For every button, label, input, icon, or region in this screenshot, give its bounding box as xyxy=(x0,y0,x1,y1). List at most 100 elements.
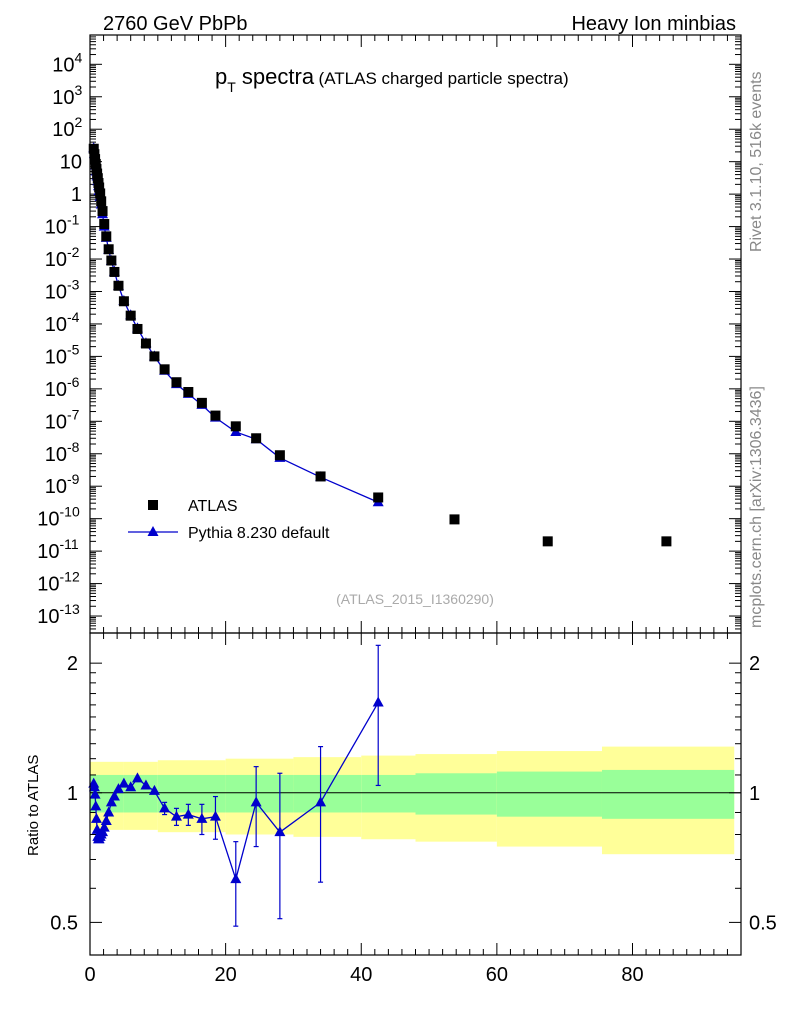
atlas-point xyxy=(542,536,553,547)
atlas-point xyxy=(661,536,672,547)
main-ytick-exponent: 4 xyxy=(75,49,83,65)
legend-atlas-marker xyxy=(148,500,158,510)
main-ytick-exponent: -3 xyxy=(67,276,80,292)
ratio-point xyxy=(125,781,137,792)
atlas-point xyxy=(230,421,241,432)
atlas-point xyxy=(109,266,120,277)
main-ytick-label: 10 xyxy=(45,476,67,498)
main-ytick-exponent: -9 xyxy=(67,471,80,487)
main-ytick-exponent: -1 xyxy=(67,212,80,228)
ratio-ytick-label-left: 1 xyxy=(67,783,78,805)
atlas-point xyxy=(183,386,194,397)
main-ytick-label: 10 xyxy=(37,574,59,596)
rivet-label: Rivet 3.1.10, 516k events xyxy=(748,71,765,252)
legend-pythia-marker xyxy=(147,526,159,536)
main-ytick-exponent: -6 xyxy=(67,374,80,390)
atlas-point xyxy=(88,143,99,154)
legend-atlas-label: ATLAS xyxy=(188,498,238,515)
ratio-axes: 0.5 0.51 12 20 20 40 60 80 xyxy=(50,633,777,986)
main-ytick-exponent: 3 xyxy=(75,82,83,98)
ratio-frame xyxy=(89,632,742,956)
main-ytick-label: 10 xyxy=(37,509,59,531)
atlas-point xyxy=(251,433,262,444)
main-ytick-exponent: -7 xyxy=(67,406,80,422)
atlas-point xyxy=(113,280,124,291)
atlas-point xyxy=(315,471,326,482)
ratio-ytick-label-left: 0.5 xyxy=(50,912,78,934)
atlas-point xyxy=(274,450,285,461)
ratio-point xyxy=(103,806,115,817)
atlas-point xyxy=(125,310,136,321)
watermark: (ATLAS_2015_I1360290) xyxy=(336,591,494,607)
ratio-point xyxy=(98,821,110,832)
main-ytick-label: 10 xyxy=(52,54,74,76)
atlas-point xyxy=(118,296,129,307)
main-ytick-exponent: -10 xyxy=(60,504,80,520)
main-ytick-exponent: -2 xyxy=(67,244,80,260)
ratio-point xyxy=(182,808,194,819)
ratio-point xyxy=(90,812,102,823)
atlas-point xyxy=(103,244,114,255)
ratio-point xyxy=(159,802,171,813)
header-right: Heavy Ion minbias xyxy=(571,13,736,35)
plot-title: pT spectra (ATLAS charged particle spect… xyxy=(215,64,569,95)
ratio-point xyxy=(131,772,143,783)
ratio-series xyxy=(88,644,384,927)
main-ytick-exponent: 2 xyxy=(75,114,83,130)
title-paren: (ATLAS charged particle spectra) xyxy=(319,69,569,88)
title-rest: spectra xyxy=(236,64,315,89)
legend: ATLAS Pythia 8.230 default xyxy=(128,498,330,542)
ratio-point xyxy=(112,783,124,794)
atlas-point xyxy=(149,351,160,362)
main-ytick-exponent: -5 xyxy=(67,341,80,357)
main-data-series xyxy=(88,143,672,547)
atlas-point xyxy=(449,514,460,525)
ratio-ytick-label-right: 1 xyxy=(749,783,760,805)
main-ytick-exponent: -8 xyxy=(67,439,80,455)
main-ytick-label: 10 xyxy=(45,314,67,336)
ratio-ytick-label-left: 2 xyxy=(67,653,78,675)
atlas-point xyxy=(106,255,117,266)
ratio-point xyxy=(105,796,117,807)
ratio-point xyxy=(196,812,208,823)
ratio-point xyxy=(170,810,182,821)
ratio-point xyxy=(140,779,152,790)
ratio-bands xyxy=(90,746,741,855)
ratio-point xyxy=(108,790,120,801)
main-frame-rect xyxy=(89,34,742,634)
ratio-point xyxy=(100,814,112,825)
main-ytick-label: 10 xyxy=(45,249,67,271)
main-ytick-label: 10 xyxy=(45,379,67,401)
legend-pythia-label: Pythia 8.230 default xyxy=(188,525,330,542)
ratio-xtick-label: 60 xyxy=(486,964,508,986)
main-ytick-label: 10 xyxy=(37,606,59,628)
main-ytick-label: 10 xyxy=(52,87,74,109)
atlas-point xyxy=(99,219,110,230)
atlas-point xyxy=(96,196,107,207)
ratio-ytick-label-right: 0.5 xyxy=(749,912,777,934)
main-ytick-label: 1 xyxy=(71,184,82,206)
ratio-xtick-label: 80 xyxy=(621,964,643,986)
atlas-point xyxy=(101,231,112,242)
atlas-point xyxy=(95,188,106,199)
main-ytick-label: 10 xyxy=(52,119,74,141)
atlas-point xyxy=(373,492,384,503)
ratio-point xyxy=(372,696,384,707)
main-ytick-label: 10 xyxy=(60,152,82,174)
atlas-point xyxy=(97,206,108,217)
atlas-point xyxy=(196,397,207,408)
ratio-xtick-label: 0 xyxy=(84,964,95,986)
main-ytick-exponent: -12 xyxy=(60,569,80,585)
main-ytick-exponent: -13 xyxy=(60,601,80,617)
atlas-point xyxy=(132,323,143,334)
main-ytick-exponent: -11 xyxy=(60,536,79,552)
atlas-point xyxy=(171,377,182,388)
ratio-point xyxy=(90,800,102,811)
ratio-xtick-label: 40 xyxy=(350,964,372,986)
band-inner xyxy=(496,771,602,817)
title-sub: T xyxy=(227,79,236,95)
main-ytick-label: 10 xyxy=(45,346,67,368)
ratio-point xyxy=(118,777,130,788)
